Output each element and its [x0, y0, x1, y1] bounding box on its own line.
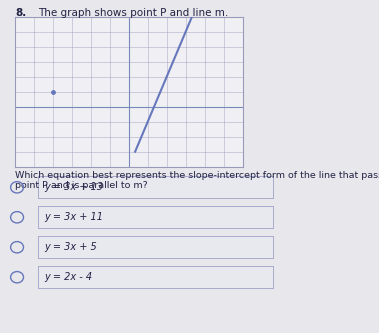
Text: point P and is parallel to m?: point P and is parallel to m? — [15, 181, 148, 190]
Text: 8.: 8. — [15, 8, 27, 18]
Text: y = 3x + 5: y = 3x + 5 — [44, 242, 97, 252]
Text: y = 2x - 4: y = 2x - 4 — [44, 272, 92, 282]
Text: The graph shows point P and line m.: The graph shows point P and line m. — [38, 8, 228, 18]
Text: Which equation best represents the slope-intercept form of the line that passes : Which equation best represents the slope… — [15, 171, 379, 180]
Text: y = 3x + 13: y = 3x + 13 — [44, 182, 103, 192]
Text: y = 3x + 11: y = 3x + 11 — [44, 212, 103, 222]
